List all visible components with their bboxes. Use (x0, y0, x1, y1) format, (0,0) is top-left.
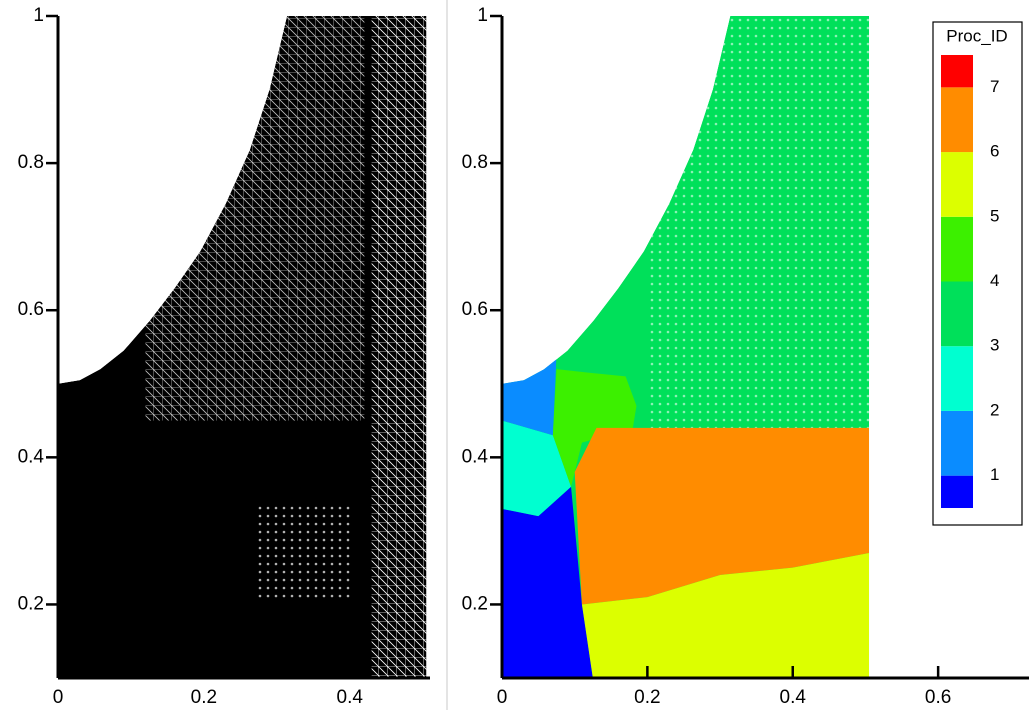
legend-swatch (941, 87, 973, 153)
partition-region (574, 427, 870, 605)
x-tick-label: 0.6 (925, 687, 951, 708)
legend-swatch (941, 475, 973, 508)
x-tick-label: 0.4 (337, 687, 364, 708)
y-tick-label: 0.4 (462, 446, 489, 467)
legend-label: 7 (990, 77, 999, 96)
legend-label: 1 (990, 465, 999, 484)
partition-region (502, 420, 572, 517)
mesh-texture (254, 505, 350, 601)
x-tick-label: 0.2 (191, 687, 217, 708)
y-tick-label: 0.2 (462, 593, 488, 614)
y-tick-label: 0.4 (18, 446, 45, 467)
legend-label: 5 (990, 206, 999, 225)
legend-swatch (941, 346, 973, 411)
partition-region (552, 369, 637, 487)
partition-region (502, 354, 557, 436)
y-tick-label: 0.6 (462, 299, 488, 320)
legend-swatch (941, 152, 973, 217)
y-tick-label: 1 (33, 5, 44, 26)
y-tick-label: 0.2 (18, 593, 44, 614)
y-tick-label: 0.8 (462, 152, 488, 173)
x-tick-label: 0 (53, 687, 64, 708)
y-tick-label: 0.8 (18, 152, 44, 173)
x-tick-label: 0.4 (780, 687, 807, 708)
legend-label: 2 (990, 400, 999, 419)
mesh-texture (145, 16, 365, 421)
partition-region (502, 486, 593, 678)
legend-label: 4 (990, 271, 999, 290)
legend-swatch (941, 55, 973, 88)
legend-label: 3 (990, 336, 999, 355)
y-tick-label: 1 (477, 5, 488, 26)
legend-swatch (941, 281, 973, 347)
y-tick-label: 0.6 (18, 299, 44, 320)
legend-swatch (941, 410, 973, 476)
legend-swatch (941, 216, 973, 282)
x-tick-label: 0 (497, 687, 508, 708)
legend-title: Proc_ID (946, 26, 1007, 45)
legend-label: 6 (990, 142, 999, 161)
mesh-texture (371, 16, 427, 678)
x-tick-label: 0.2 (634, 687, 660, 708)
partition-region (581, 552, 870, 678)
